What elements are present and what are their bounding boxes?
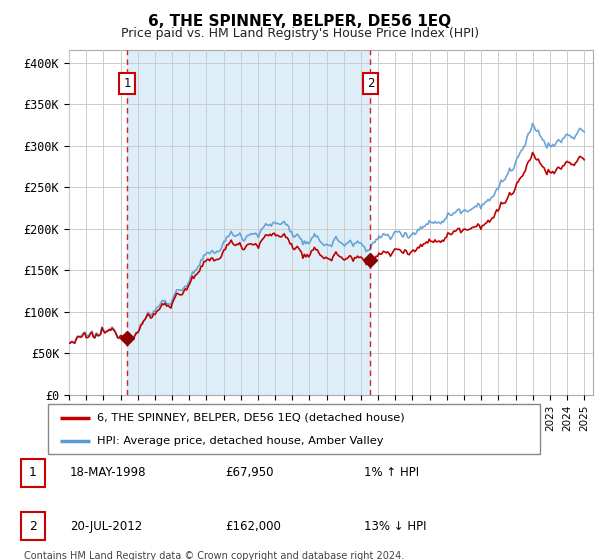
- Bar: [127, 50, 370, 395]
- Text: 6, THE SPINNEY, BELPER, DE56 1EQ: 6, THE SPINNEY, BELPER, DE56 1EQ: [148, 14, 452, 29]
- Text: 13% ↓ HPI: 13% ↓ HPI: [364, 520, 426, 533]
- Text: Price paid vs. HM Land Registry's House Price Index (HPI): Price paid vs. HM Land Registry's House …: [121, 27, 479, 40]
- Text: 2: 2: [29, 520, 37, 533]
- Text: 18-MAY-1998: 18-MAY-1998: [70, 466, 146, 479]
- Text: 1: 1: [123, 77, 131, 90]
- FancyBboxPatch shape: [21, 512, 45, 540]
- Text: 1% ↑ HPI: 1% ↑ HPI: [364, 466, 419, 479]
- Text: 20-JUL-2012: 20-JUL-2012: [70, 520, 142, 533]
- Text: Contains HM Land Registry data © Crown copyright and database right 2024.
This d: Contains HM Land Registry data © Crown c…: [24, 551, 404, 560]
- Text: £162,000: £162,000: [226, 520, 281, 533]
- FancyBboxPatch shape: [48, 404, 540, 454]
- Text: £67,950: £67,950: [226, 466, 274, 479]
- Text: 6, THE SPINNEY, BELPER, DE56 1EQ (detached house): 6, THE SPINNEY, BELPER, DE56 1EQ (detach…: [97, 413, 405, 423]
- Text: 2: 2: [367, 77, 374, 90]
- Text: 1: 1: [29, 466, 37, 479]
- Text: HPI: Average price, detached house, Amber Valley: HPI: Average price, detached house, Ambe…: [97, 436, 384, 446]
- FancyBboxPatch shape: [21, 459, 45, 487]
